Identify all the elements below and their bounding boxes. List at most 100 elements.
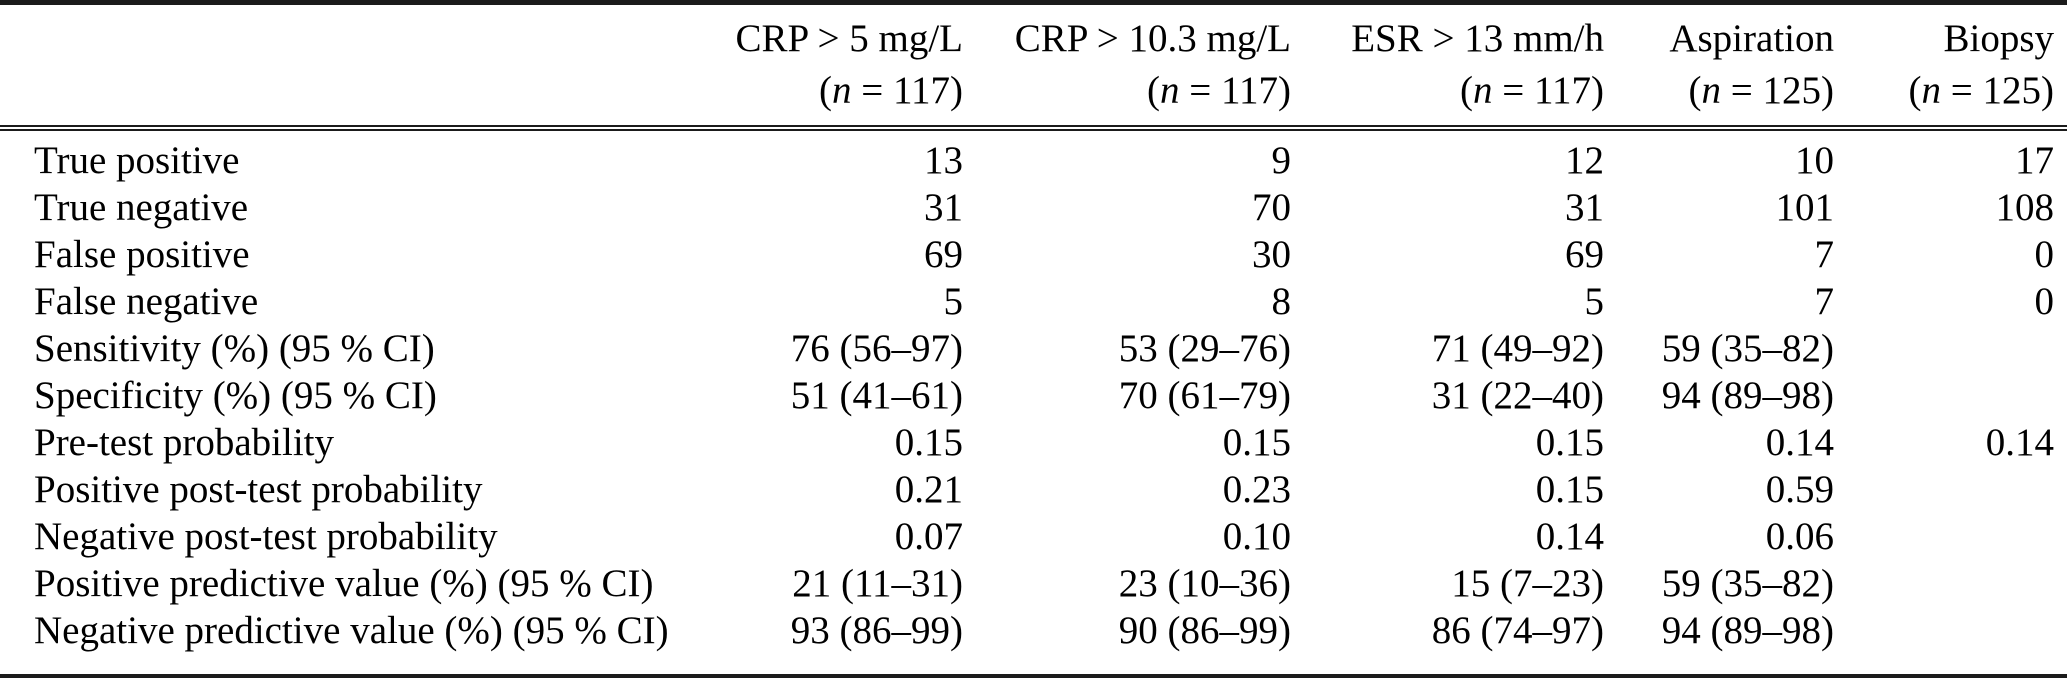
table-row-positive-posttest-probability: Positive post-test probability 0.21 0.23… <box>0 466 2067 513</box>
header-col-title: CRP > 5 mg/L <box>735 17 963 60</box>
header-col-sample-size: (n = 117) <box>700 65 963 117</box>
row-label: Sensitivity (%) (95 % CI) <box>34 327 435 370</box>
table-body: True positive 13 9 12 10 17 True negativ… <box>0 128 2067 676</box>
header-col-sample-size: (n = 117) <box>963 65 1291 117</box>
cell-crp5: 51 (41–61) <box>790 374 963 417</box>
header-col-aspiration: Aspiration (n = 125) <box>1604 2 1834 131</box>
n-symbol: n <box>1472 69 1493 112</box>
header-col-crp5: CRP > 5 mg/L (n = 117) <box>700 2 963 131</box>
row-label: Positive predictive value (%) (95 % CI) <box>34 562 654 605</box>
cell-esr: 71 (49–92) <box>1431 327 1604 370</box>
cell-biopsy <box>1834 466 2067 513</box>
header-col-crp103: CRP > 10.3 mg/L (n = 117) <box>963 2 1291 131</box>
cell-crp5: 93 (86–99) <box>790 609 963 652</box>
sample-count: = 117) <box>851 69 963 112</box>
cell-biopsy <box>1834 372 2067 419</box>
header-col-title: Biopsy <box>1943 17 2054 60</box>
header-empty-cell <box>0 2 700 131</box>
cell-aspiration: 0.14 <box>1765 421 1834 464</box>
cell-crp103: 0.15 <box>1222 421 1291 464</box>
cell-crp103: 23 (10–36) <box>1118 562 1291 605</box>
row-label: Pre-test probability <box>34 421 335 464</box>
table-row-negative-posttest-probability: Negative post-test probability 0.07 0.10… <box>0 513 2067 560</box>
cell-biopsy <box>1834 607 2067 676</box>
table-row-pretest-probability: Pre-test probability 0.15 0.15 0.15 0.14… <box>0 419 2067 466</box>
table-row-false-positive: False positive 69 30 69 7 0 <box>0 231 2067 278</box>
cell-esr: 15 (7–23) <box>1451 562 1604 605</box>
sample-count: = 125) <box>1941 69 2054 112</box>
cell-aspiration: 94 (89–98) <box>1661 609 1834 652</box>
cell-crp103: 0.10 <box>1222 515 1291 558</box>
cell-aspiration: 94 (89–98) <box>1661 374 1834 417</box>
cell-biopsy: 0 <box>2034 280 2055 323</box>
cell-biopsy <box>1834 513 2067 560</box>
sample-count: = 125) <box>1721 69 1834 112</box>
paren-open: ( <box>1459 69 1473 112</box>
table-row-true-negative: True negative 31 70 31 101 108 <box>0 184 2067 231</box>
cell-crp5: 13 <box>924 139 963 182</box>
cell-crp5: 21 (11–31) <box>792 562 963 605</box>
cell-biopsy <box>1834 560 2067 607</box>
table-row-false-negative: False negative 5 8 5 7 0 <box>0 278 2067 325</box>
cell-biopsy <box>1834 325 2067 372</box>
cell-esr: 31 <box>1565 186 1604 229</box>
cell-crp5: 0.15 <box>894 421 963 464</box>
row-label: True positive <box>34 139 240 182</box>
header-col-title: Aspiration <box>1669 17 1834 60</box>
cell-aspiration: 10 <box>1795 139 1834 182</box>
cell-aspiration: 7 <box>1814 280 1835 323</box>
header-col-sample-size: (n = 125) <box>1834 65 2054 117</box>
header-col-biopsy: Biopsy (n = 125) <box>1834 2 2067 131</box>
header-col-title: CRP > 10.3 mg/L <box>1014 17 1291 60</box>
cell-aspiration: 59 (35–82) <box>1661 327 1834 370</box>
header-col-title: ESR > 13 mm/h <box>1351 17 1604 60</box>
sample-count: = 117) <box>1492 69 1604 112</box>
cell-crp103: 70 (61–79) <box>1118 374 1291 417</box>
cell-crp5: 0.21 <box>894 468 963 511</box>
cell-crp103: 0.23 <box>1222 468 1291 511</box>
cell-esr: 86 (74–97) <box>1431 609 1604 652</box>
cell-crp5: 5 <box>943 280 964 323</box>
row-label: Specificity (%) (95 % CI) <box>34 374 437 417</box>
row-label: True negative <box>34 186 249 229</box>
cell-esr: 12 <box>1565 139 1604 182</box>
cell-crp103: 70 <box>1252 186 1291 229</box>
header-col-esr: ESR > 13 mm/h (n = 117) <box>1291 2 1604 131</box>
cell-crp103: 8 <box>1271 280 1292 323</box>
cell-esr: 5 <box>1584 280 1605 323</box>
row-label: False positive <box>34 233 250 276</box>
header-row: CRP > 5 mg/L (n = 117) CRP > 10.3 mg/L (… <box>0 2 2067 131</box>
cell-crp5: 76 (56–97) <box>790 327 963 370</box>
cell-crp5: 31 <box>924 186 963 229</box>
table-row-specificity: Specificity (%) (95 % CI) 51 (41–61) 70 … <box>0 372 2067 419</box>
cell-esr: 0.14 <box>1535 515 1604 558</box>
n-symbol: n <box>1701 69 1722 112</box>
n-symbol: n <box>1921 69 1942 112</box>
table-row-positive-predictive-value: Positive predictive value (%) (95 % CI) … <box>0 560 2067 607</box>
row-label: False negative <box>34 280 259 323</box>
cell-biopsy: 0.14 <box>1985 421 2054 464</box>
n-symbol: n <box>1159 69 1180 112</box>
header-col-sample-size: (n = 117) <box>1291 65 1604 117</box>
row-label: Negative post-test probability <box>34 515 498 558</box>
cell-aspiration: 0.06 <box>1765 515 1834 558</box>
table-header: CRP > 5 mg/L (n = 117) CRP > 10.3 mg/L (… <box>0 2 2067 131</box>
cell-esr: 0.15 <box>1535 468 1604 511</box>
cell-aspiration: 0.59 <box>1765 468 1834 511</box>
cell-aspiration: 59 (35–82) <box>1661 562 1834 605</box>
paren-open: ( <box>1146 69 1160 112</box>
cell-biopsy: 0 <box>2034 233 2055 276</box>
cell-esr: 69 <box>1565 233 1604 276</box>
cell-crp103: 9 <box>1271 139 1292 182</box>
header-col-sample-size: (n = 125) <box>1604 65 1834 117</box>
cell-esr: 0.15 <box>1535 421 1604 464</box>
table-row-true-positive: True positive 13 9 12 10 17 <box>0 128 2067 184</box>
cell-esr: 31 (22–40) <box>1431 374 1604 417</box>
cell-crp103: 53 (29–76) <box>1118 327 1291 370</box>
paren-open: ( <box>1908 69 1922 112</box>
paren-open: ( <box>818 69 832 112</box>
cell-biopsy: 108 <box>1995 186 2055 229</box>
cell-crp103: 30 <box>1252 233 1291 276</box>
